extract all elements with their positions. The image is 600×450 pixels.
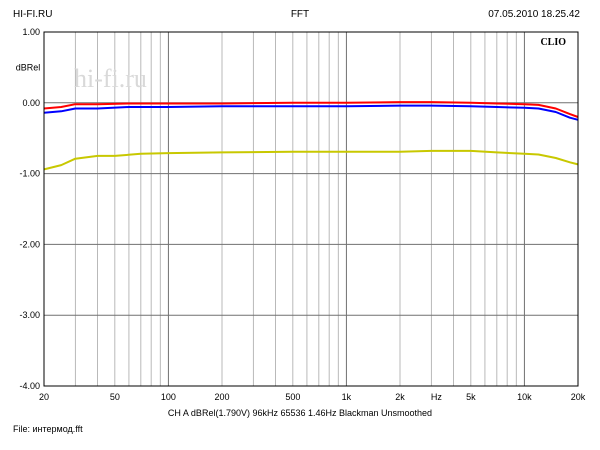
- y-tick-label: -1.00: [19, 169, 40, 179]
- x-tick-label: 5k: [466, 392, 476, 402]
- measurement-settings: CH A dBRel(1.790V) 96kHz 65536 1.46Hz Bl…: [167, 408, 433, 418]
- x-tick-label: 20k: [571, 392, 586, 402]
- header-title: FFT: [290, 9, 310, 20]
- header-left-label: HI-FI.RU: [13, 9, 53, 20]
- watermark-text: hi-fi.ru: [74, 64, 147, 93]
- file-name-label: File: интермод.fft: [13, 424, 83, 434]
- x-axis-label: Hz: [431, 392, 442, 402]
- y-tick-label: -4.00: [19, 381, 40, 391]
- x-tick-labels: 20 50 100 200 500 1k 2k 5k 10k 20k: [39, 392, 586, 402]
- x-tick-label: 100: [161, 392, 176, 402]
- x-tick-label: 200: [214, 392, 229, 402]
- y-tick-labels: 1.00 0.00 -1.00 -2.00 -3.00 -4.00: [19, 27, 40, 391]
- brand-label: CLIO: [540, 37, 566, 48]
- series-line-2: [43, 104, 579, 121]
- x-tick-label: 2k: [395, 392, 405, 402]
- x-tick-label: 20: [39, 392, 49, 402]
- series-line-3: [43, 149, 579, 171]
- series-layer: [43, 101, 579, 171]
- y-tick-label: -3.00: [19, 310, 40, 320]
- x-tick-label: 10k: [517, 392, 532, 402]
- x-tick-label: 500: [285, 392, 300, 402]
- y-tick-label: -2.00: [19, 239, 40, 249]
- x-tick-label: 1k: [342, 392, 352, 402]
- y-tick-label: 0.00: [22, 98, 40, 108]
- y-axis-label: dBRel: [16, 62, 41, 72]
- plot-frame: [43, 31, 579, 387]
- header-timestamp: 07.05.2010 18.25.42: [488, 9, 580, 20]
- x-tick-label: 50: [110, 392, 120, 402]
- series-line-1: [43, 101, 579, 118]
- y-tick-label: 1.00: [22, 27, 40, 37]
